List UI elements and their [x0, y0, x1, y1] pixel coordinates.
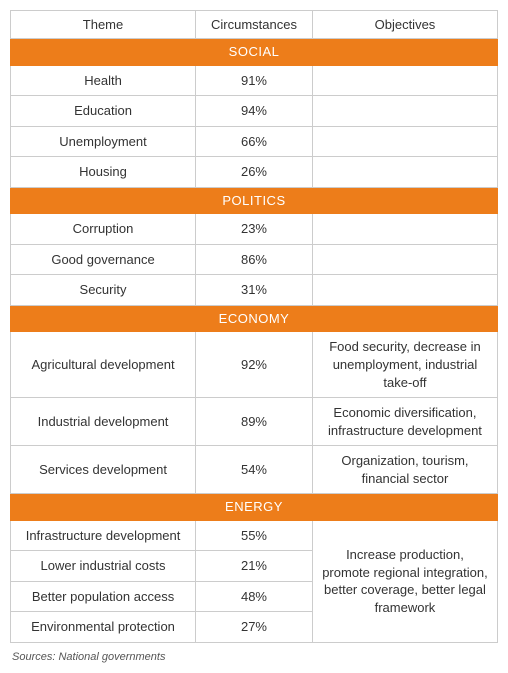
cell-obj: Food security, decrease in unemployment,…	[312, 332, 497, 398]
table-row: Health 91%	[11, 65, 498, 96]
section-header-social: SOCIAL	[11, 39, 498, 66]
cell-circ: 89%	[196, 398, 313, 446]
cell-theme: Corruption	[11, 214, 196, 245]
cell-obj	[312, 126, 497, 157]
cell-obj-merged: Increase production, promote regional in…	[312, 520, 497, 642]
cell-obj	[312, 157, 497, 188]
cell-obj: Organization, tourism, financial sector	[312, 446, 497, 494]
cell-circ: 86%	[196, 244, 313, 275]
table-header-row: Theme Circumstances Objectives	[11, 11, 498, 39]
cell-theme: Better population access	[11, 581, 196, 612]
cell-theme: Unemployment	[11, 126, 196, 157]
cell-theme: Agricultural development	[11, 332, 196, 398]
col-header-theme: Theme	[11, 11, 196, 39]
cell-obj	[312, 214, 497, 245]
table-row: Unemployment 66%	[11, 126, 498, 157]
section-label: POLITICS	[11, 187, 498, 214]
table-row: Housing 26%	[11, 157, 498, 188]
section-header-energy: ENERGY	[11, 494, 498, 521]
cell-circ: 55%	[196, 520, 313, 551]
table-row: Industrial development 89% Economic dive…	[11, 398, 498, 446]
table-row: Services development 54% Organization, t…	[11, 446, 498, 494]
cell-circ: 27%	[196, 612, 313, 643]
cell-obj	[312, 65, 497, 96]
table-row: Security 31%	[11, 275, 498, 306]
col-header-objectives: Objectives	[312, 11, 497, 39]
cell-obj	[312, 244, 497, 275]
cell-theme: Security	[11, 275, 196, 306]
section-header-economy: ECONOMY	[11, 305, 498, 332]
cell-theme: Lower industrial costs	[11, 551, 196, 582]
cell-circ: 23%	[196, 214, 313, 245]
cell-circ: 31%	[196, 275, 313, 306]
cell-circ: 48%	[196, 581, 313, 612]
cell-theme: Environmental protection	[11, 612, 196, 643]
cell-theme: Education	[11, 96, 196, 127]
cell-theme: Housing	[11, 157, 196, 188]
section-label: ENERGY	[11, 494, 498, 521]
cell-circ: 91%	[196, 65, 313, 96]
cell-circ: 92%	[196, 332, 313, 398]
table-row: Corruption 23%	[11, 214, 498, 245]
cell-obj	[312, 275, 497, 306]
cell-circ: 21%	[196, 551, 313, 582]
cell-circ: 66%	[196, 126, 313, 157]
cell-theme: Good governance	[11, 244, 196, 275]
cell-theme: Health	[11, 65, 196, 96]
cell-theme: Industrial development	[11, 398, 196, 446]
cell-theme: Infrastructure development	[11, 520, 196, 551]
cell-circ: 54%	[196, 446, 313, 494]
cell-theme: Services development	[11, 446, 196, 494]
section-label: SOCIAL	[11, 39, 498, 66]
themes-table: Theme Circumstances Objectives SOCIAL He…	[10, 10, 498, 643]
sources-label: Sources: National governments	[12, 651, 498, 663]
table-row: Agricultural development 92% Food securi…	[11, 332, 498, 398]
section-header-politics: POLITICS	[11, 187, 498, 214]
cell-obj	[312, 96, 497, 127]
cell-circ: 94%	[196, 96, 313, 127]
table-row: Infrastructure development 55% Increase …	[11, 520, 498, 551]
section-label: ECONOMY	[11, 305, 498, 332]
col-header-circumstances: Circumstances	[196, 11, 313, 39]
table-row: Good governance 86%	[11, 244, 498, 275]
cell-circ: 26%	[196, 157, 313, 188]
cell-obj: Economic diversification, infrastructure…	[312, 398, 497, 446]
table-row: Education 94%	[11, 96, 498, 127]
